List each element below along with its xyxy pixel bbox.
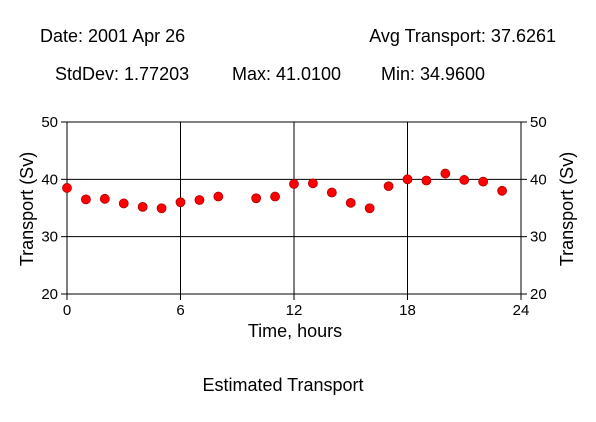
date-text: Date: 2001 Apr 26 (40, 26, 185, 46)
data-point-16 (383, 181, 394, 192)
max-text: Max: 41.0100 (232, 64, 341, 84)
data-point-5 (156, 203, 167, 214)
x-tick-label-6: 6 (176, 302, 184, 319)
data-point-20 (459, 175, 470, 185)
data-point-4 (137, 201, 148, 212)
y-tick-label-left-20: 20 (41, 286, 58, 303)
y-tick-label-right-40: 40 (530, 171, 547, 188)
y-tick-label-right-50: 50 (530, 114, 547, 131)
data-point-8 (213, 191, 224, 202)
data-point-13 (326, 187, 337, 198)
data-point-9 (251, 193, 262, 204)
data-point-1 (81, 194, 91, 205)
y-tick-label-right-20: 20 (530, 286, 547, 303)
data-point-6 (175, 197, 186, 208)
stddev-text: StdDev: 1.77203 (55, 64, 189, 84)
x-axis-label: Time, hours (248, 321, 342, 341)
x-tick-label-0: 0 (63, 302, 71, 319)
data-point-3 (118, 198, 129, 209)
data-point-7 (194, 195, 205, 205)
chart-caption: Estimated Transport (202, 375, 363, 395)
data-point-22 (497, 185, 507, 196)
x-tick-label-24: 24 (513, 302, 530, 319)
data-point-11 (289, 179, 299, 189)
data-point-10 (270, 191, 280, 202)
x-tick-label-18: 18 (399, 302, 416, 319)
avg-transport-text: Avg Transport: 37.6261 (369, 26, 556, 46)
data-points (62, 168, 507, 214)
y-tick-label-left-40: 40 (41, 171, 58, 188)
y-tick-label-left-30: 30 (41, 229, 58, 246)
data-point-21 (478, 176, 489, 187)
y-axis-label-right: Transport (Sv) (557, 152, 577, 266)
data-point-17 (402, 174, 413, 185)
y-tick-label-right-30: 30 (530, 229, 547, 246)
data-point-14 (345, 197, 356, 208)
axis-ticks (61, 121, 527, 300)
data-point-12 (308, 178, 318, 189)
data-point-15 (364, 203, 375, 214)
grid (67, 122, 521, 294)
y-tick-label-left-50: 50 (41, 114, 58, 131)
data-point-19 (440, 168, 451, 179)
y-axis-label-left: Transport (Sv) (17, 152, 37, 266)
data-point-0 (62, 183, 72, 193)
data-point-2 (99, 193, 110, 204)
x-tick-label-12: 12 (286, 302, 303, 319)
data-point-18 (421, 175, 432, 186)
min-text: Min: 34.9600 (381, 64, 485, 84)
